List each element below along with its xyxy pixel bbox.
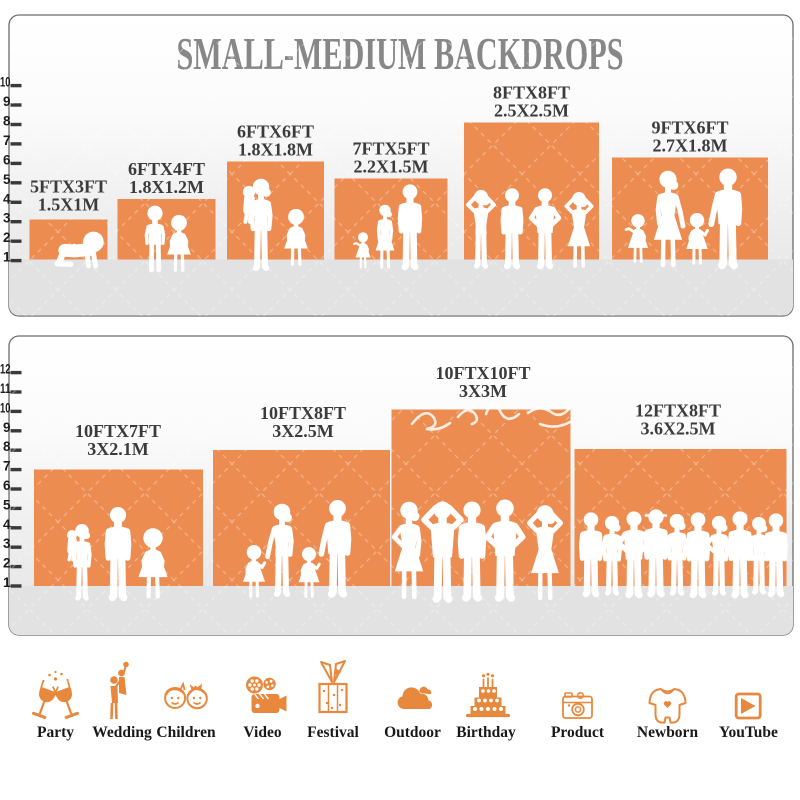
- svg-text:Newborn: Newborn: [637, 724, 699, 741]
- svg-text:7FTX5FT: 7FTX5FT: [352, 139, 429, 159]
- svg-text:8: 8: [3, 439, 11, 454]
- svg-text:Product: Product: [551, 724, 605, 741]
- svg-text:2.2X1.5M: 2.2X1.5M: [354, 157, 429, 177]
- svg-text:6FTX4FT: 6FTX4FT: [128, 159, 205, 179]
- svg-text:5: 5: [3, 497, 11, 512]
- svg-text:Outdoor: Outdoor: [384, 724, 441, 741]
- svg-text:Party: Party: [37, 724, 74, 741]
- svg-text:Video: Video: [243, 724, 281, 741]
- svg-text:10: 10: [0, 75, 11, 90]
- svg-text:4: 4: [3, 517, 11, 532]
- svg-text:8: 8: [3, 114, 11, 129]
- svg-text:7: 7: [3, 133, 11, 148]
- svg-text:8FTX8FT: 8FTX8FT: [493, 83, 570, 103]
- svg-text:1: 1: [3, 250, 11, 265]
- svg-text:10: 10: [0, 400, 11, 415]
- svg-text:7: 7: [3, 459, 11, 474]
- svg-text:10FTX8FT: 10FTX8FT: [260, 403, 346, 423]
- svg-text:11: 11: [0, 381, 11, 396]
- svg-text:3X2.5M: 3X2.5M: [272, 421, 334, 441]
- svg-text:1: 1: [3, 575, 11, 590]
- svg-text:2.5X2.5M: 2.5X2.5M: [494, 101, 569, 121]
- svg-text:3X2.1M: 3X2.1M: [87, 439, 149, 459]
- svg-text:Wedding: Wedding: [92, 724, 152, 741]
- svg-text:10FTX10FT: 10FTX10FT: [435, 363, 530, 383]
- svg-text:YouTube: YouTube: [719, 724, 778, 741]
- svg-text:Festival: Festival: [307, 724, 359, 741]
- svg-text:6: 6: [3, 152, 11, 167]
- svg-text:3: 3: [3, 536, 11, 551]
- svg-text:5FTX3FT: 5FTX3FT: [30, 177, 107, 197]
- svg-text:9: 9: [3, 94, 11, 109]
- svg-text:1.8X1.8M: 1.8X1.8M: [238, 140, 313, 160]
- svg-text:10FTX7FT: 10FTX7FT: [75, 421, 161, 441]
- svg-text:3: 3: [3, 211, 11, 226]
- svg-text:4: 4: [3, 191, 11, 206]
- svg-text:Children: Children: [156, 724, 216, 741]
- svg-text:6: 6: [3, 478, 11, 493]
- svg-text:1.8X1.2M: 1.8X1.2M: [129, 177, 204, 197]
- svg-text:5: 5: [3, 172, 11, 187]
- svg-text:12: 12: [0, 362, 11, 377]
- svg-text:2: 2: [3, 556, 11, 571]
- svg-text:12FTX8FT: 12FTX8FT: [635, 401, 721, 421]
- svg-text:2.7X1.8M: 2.7X1.8M: [653, 136, 728, 156]
- svg-text:2: 2: [3, 230, 11, 245]
- svg-text:3.6X2.5M: 3.6X2.5M: [641, 419, 716, 439]
- svg-text:1.5X1M: 1.5X1M: [38, 195, 100, 215]
- svg-text:6FTX6FT: 6FTX6FT: [237, 122, 314, 142]
- svg-text:9: 9: [3, 420, 11, 435]
- svg-text:3X3M: 3X3M: [459, 381, 507, 401]
- svg-text:9FTX6FT: 9FTX6FT: [651, 118, 728, 138]
- svg-text:Birthday: Birthday: [456, 724, 516, 741]
